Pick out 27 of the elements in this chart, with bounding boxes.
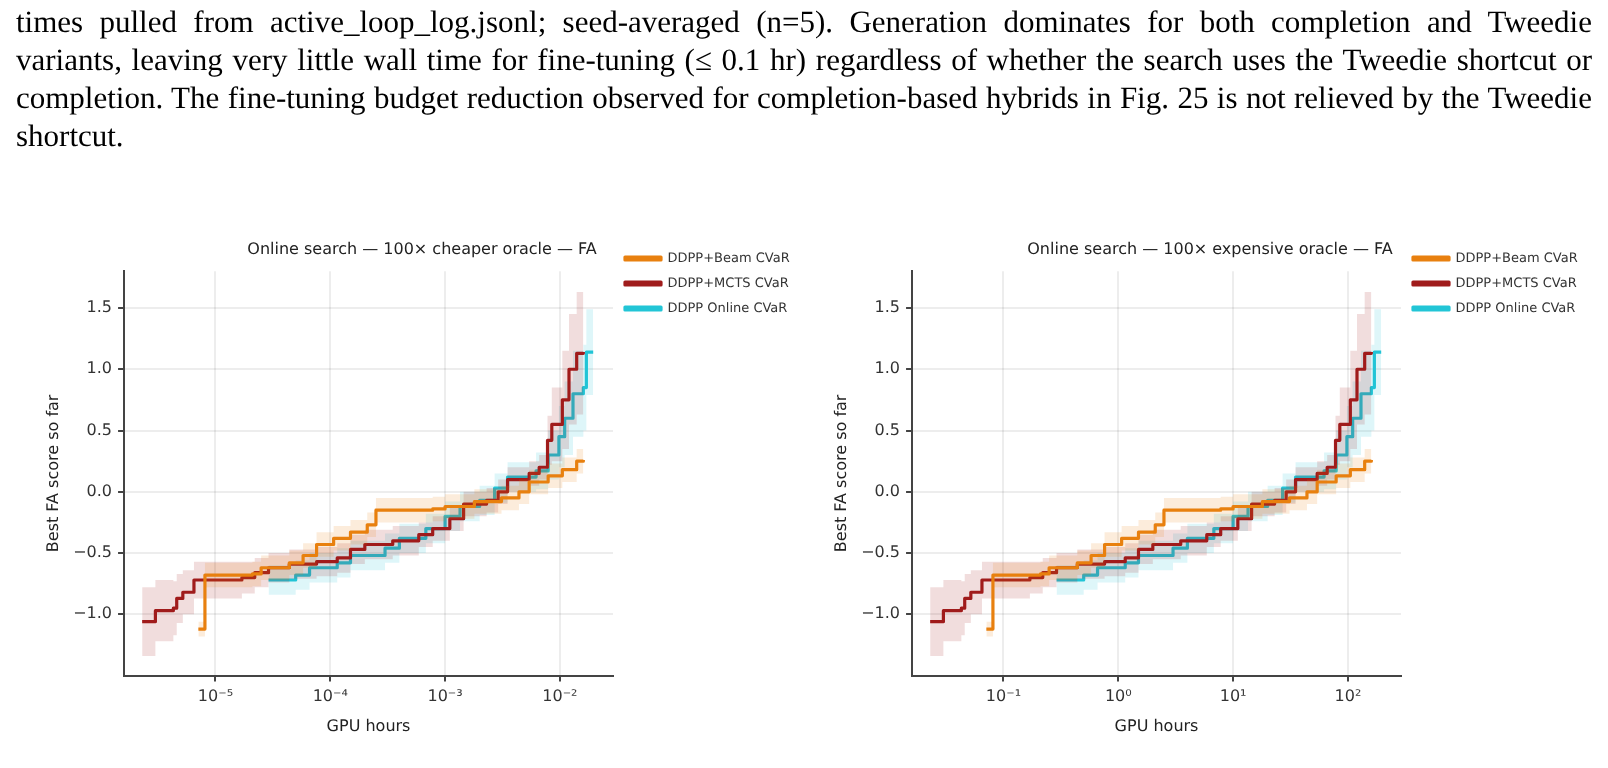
x-tick-label: 10⁻²	[542, 687, 578, 706]
text: times pulled from active_loop_log.jsonl; seed-averaged (n=5). Generation dominates for both completion and Tweedie variants, leaving very little wall time for fine-tuning (≤ 0.1 hr) regardless of whether the search uses the Tweedie shortcut or completion. The fine-tuning budget reduction observed for completion-based hybrids in Fig. 25 is not relieved by the Tweedie shortcut.	[16, 4, 1592, 156]
y-tick-label: 0.5	[874, 420, 901, 439]
x-tick-label: 10⁻³	[427, 687, 463, 706]
x-tick-label: 10¹	[1219, 687, 1247, 706]
y-tick-label: 0.0	[86, 481, 113, 500]
y-axis-title: Best FA score so far	[43, 393, 62, 553]
x-axis-title: GPU hours	[1114, 716, 1199, 735]
y-axis-title: Best FA score so far	[831, 393, 850, 553]
x-tick-label: 10⁻⁴	[312, 687, 348, 706]
x-axis-title: GPU hours	[326, 716, 411, 735]
y-tick-label: −1.0	[861, 604, 901, 623]
chart-title: Online search — 100× cheaper oracle — FA	[247, 239, 598, 258]
chart-title: Online search — 100× expensive oracle — FA	[1027, 239, 1394, 258]
x-tick-label: 10²	[1334, 687, 1362, 706]
y-tick-label: 1.0	[86, 359, 113, 378]
x-tick-label: 10⁻⁵	[197, 687, 234, 706]
y-tick-label: 1.5	[86, 298, 113, 317]
y-tick-label: 0.5	[86, 420, 113, 439]
y-tick-label: 0.0	[874, 481, 901, 500]
x-tick-label: 10⁻¹	[985, 687, 1022, 706]
x-tick-label: 10⁰	[1104, 687, 1132, 706]
y-tick-label: 1.0	[874, 359, 901, 378]
y-tick-label: −1.0	[73, 604, 113, 623]
y-tick-label: 1.5	[874, 298, 901, 317]
y-tick-label: −0.5	[861, 543, 901, 562]
y-tick-label: −0.5	[73, 543, 113, 562]
